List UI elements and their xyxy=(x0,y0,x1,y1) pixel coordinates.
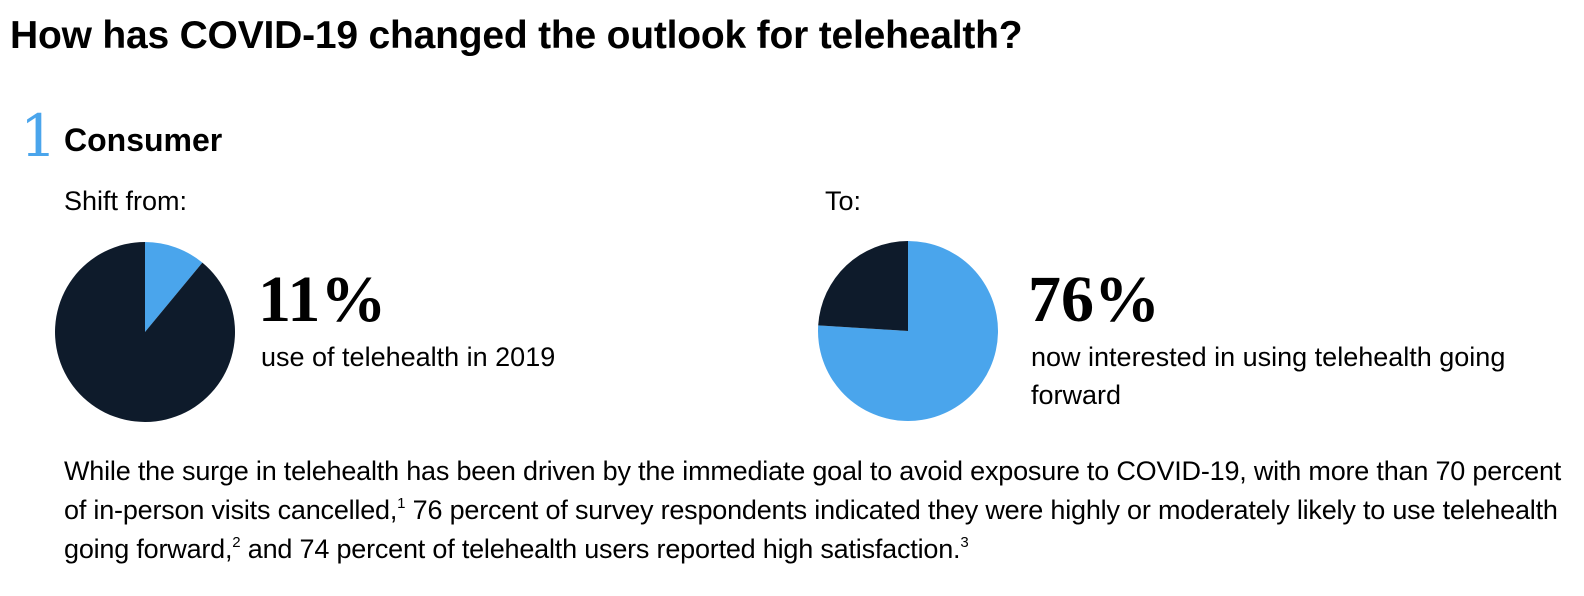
pie-slice-not-interested xyxy=(818,241,908,331)
pie-chart-2019 xyxy=(55,242,236,422)
pie-slice-other xyxy=(55,242,236,422)
body-text-part-3: and 74 percent of telehealth users repor… xyxy=(240,534,961,564)
stat-description-2019: use of telehealth in 2019 xyxy=(261,342,556,372)
body-text-part-2: 76 percent of survey respondents indicat… xyxy=(64,495,1558,564)
pie-chart-forward xyxy=(818,241,999,421)
pie-slice-telehealth xyxy=(145,242,203,332)
body-text-part-1: While the surge in telehealth has been d… xyxy=(64,456,1562,525)
section-title: Consumer xyxy=(64,122,223,158)
body-paragraph: While the surge in telehealth has been d… xyxy=(64,452,1564,569)
stat-description-forward: now interested in using telehealth going… xyxy=(1031,342,1506,410)
pie-slice-interested xyxy=(818,241,999,421)
footnote-1[interactable]: 1 xyxy=(397,494,406,512)
page-title: How has COVID-19 changed the outlook for… xyxy=(10,14,1023,57)
shift-from-label: Shift from: xyxy=(64,186,188,216)
stat-value-forward: 76% xyxy=(1028,263,1160,336)
section-number: 1 xyxy=(20,102,57,170)
footnote-2[interactable]: 2 xyxy=(232,533,241,551)
shift-to-label: To: xyxy=(825,186,862,216)
footnote-3[interactable]: 3 xyxy=(960,533,969,551)
stat-value-2019: 11% xyxy=(258,263,387,336)
